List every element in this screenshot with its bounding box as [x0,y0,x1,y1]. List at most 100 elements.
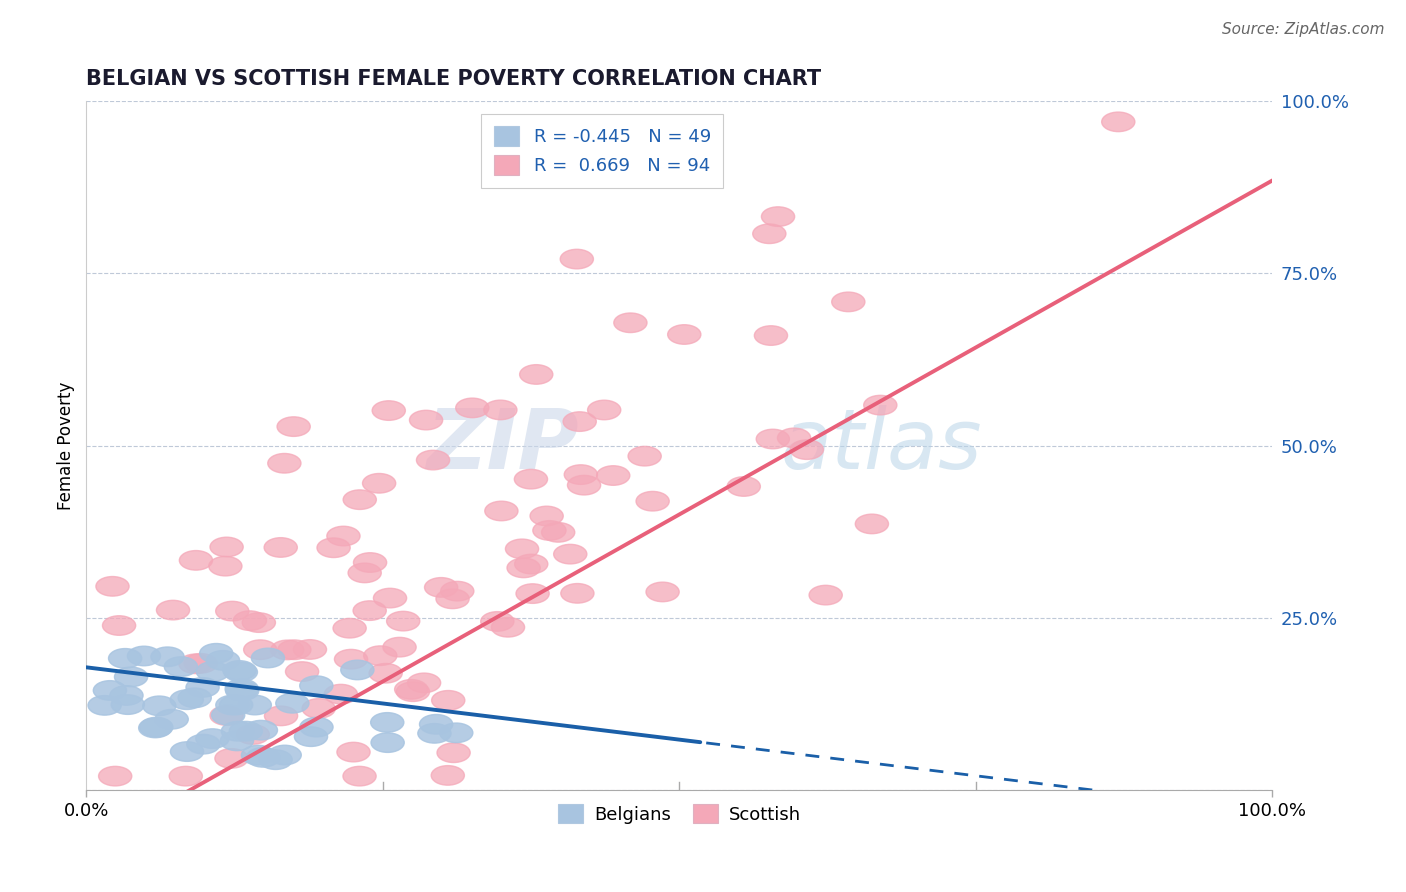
Text: ZIP: ZIP [426,405,578,486]
Ellipse shape [264,706,298,726]
Ellipse shape [333,618,366,638]
Ellipse shape [233,611,267,631]
Ellipse shape [832,292,865,311]
Ellipse shape [316,538,350,558]
Ellipse shape [562,412,596,432]
Ellipse shape [515,469,547,489]
Ellipse shape [416,450,450,470]
Ellipse shape [299,717,333,737]
Ellipse shape [554,544,586,564]
Text: atlas: atlas [780,405,981,486]
Ellipse shape [170,742,204,762]
Ellipse shape [484,401,517,420]
Ellipse shape [294,727,328,747]
Ellipse shape [209,706,243,725]
Ellipse shape [150,647,184,666]
Ellipse shape [128,646,160,665]
Ellipse shape [481,612,515,632]
Ellipse shape [225,681,259,700]
Ellipse shape [636,491,669,511]
Ellipse shape [418,723,451,743]
Ellipse shape [374,589,406,607]
Ellipse shape [436,589,470,608]
Ellipse shape [343,490,377,509]
Ellipse shape [89,696,121,715]
Ellipse shape [855,514,889,533]
Ellipse shape [139,717,173,737]
Ellipse shape [505,539,538,558]
Ellipse shape [294,640,326,659]
Ellipse shape [727,476,761,496]
Ellipse shape [215,601,249,621]
Ellipse shape [363,474,395,493]
Ellipse shape [568,475,600,495]
Ellipse shape [211,706,245,725]
Ellipse shape [277,417,311,436]
Ellipse shape [142,696,176,715]
Ellipse shape [343,766,377,786]
Ellipse shape [264,538,297,558]
Ellipse shape [756,429,789,449]
Ellipse shape [508,558,540,578]
Ellipse shape [215,695,249,714]
Ellipse shape [259,750,292,770]
Ellipse shape [432,690,465,710]
Ellipse shape [207,650,239,670]
Ellipse shape [353,601,387,621]
Ellipse shape [335,649,367,669]
Ellipse shape [197,662,229,681]
Ellipse shape [276,693,309,713]
Ellipse shape [252,648,284,668]
Ellipse shape [409,410,443,430]
Ellipse shape [243,640,277,659]
Ellipse shape [520,365,553,384]
Text: BELGIAN VS SCOTTISH FEMALE POVERTY CORRELATION CHART: BELGIAN VS SCOTTISH FEMALE POVERTY CORRE… [86,69,821,88]
Ellipse shape [755,326,787,345]
Ellipse shape [278,640,311,659]
Ellipse shape [456,398,489,417]
Ellipse shape [337,742,370,762]
Legend: Belgians, Scottish: Belgians, Scottish [548,795,810,832]
Ellipse shape [533,521,567,541]
Ellipse shape [186,678,219,698]
Ellipse shape [219,695,253,714]
Ellipse shape [169,766,202,786]
Ellipse shape [299,676,333,696]
Ellipse shape [110,686,143,706]
Ellipse shape [373,401,405,420]
Ellipse shape [778,428,811,448]
Ellipse shape [184,654,218,673]
Ellipse shape [165,657,197,676]
Ellipse shape [752,224,786,244]
Ellipse shape [326,526,360,546]
Ellipse shape [139,718,172,738]
Ellipse shape [560,249,593,268]
Ellipse shape [440,723,472,743]
Ellipse shape [156,600,190,620]
Ellipse shape [246,747,280,767]
Ellipse shape [209,537,243,557]
Text: Source: ZipAtlas.com: Source: ZipAtlas.com [1222,22,1385,37]
Ellipse shape [200,643,233,663]
Ellipse shape [762,207,794,227]
Ellipse shape [221,722,254,741]
Ellipse shape [285,662,319,681]
Ellipse shape [187,734,219,754]
Ellipse shape [111,695,145,714]
Ellipse shape [170,690,204,709]
Ellipse shape [270,640,304,660]
Ellipse shape [267,453,301,473]
Ellipse shape [225,679,259,698]
Ellipse shape [645,582,679,602]
Ellipse shape [179,654,212,673]
Ellipse shape [224,661,256,681]
Ellipse shape [179,688,211,707]
Ellipse shape [364,646,396,665]
Ellipse shape [588,401,621,420]
Ellipse shape [269,745,301,764]
Ellipse shape [432,765,464,785]
Ellipse shape [515,554,548,574]
Ellipse shape [225,662,257,681]
Ellipse shape [93,681,127,700]
Ellipse shape [242,746,274,765]
